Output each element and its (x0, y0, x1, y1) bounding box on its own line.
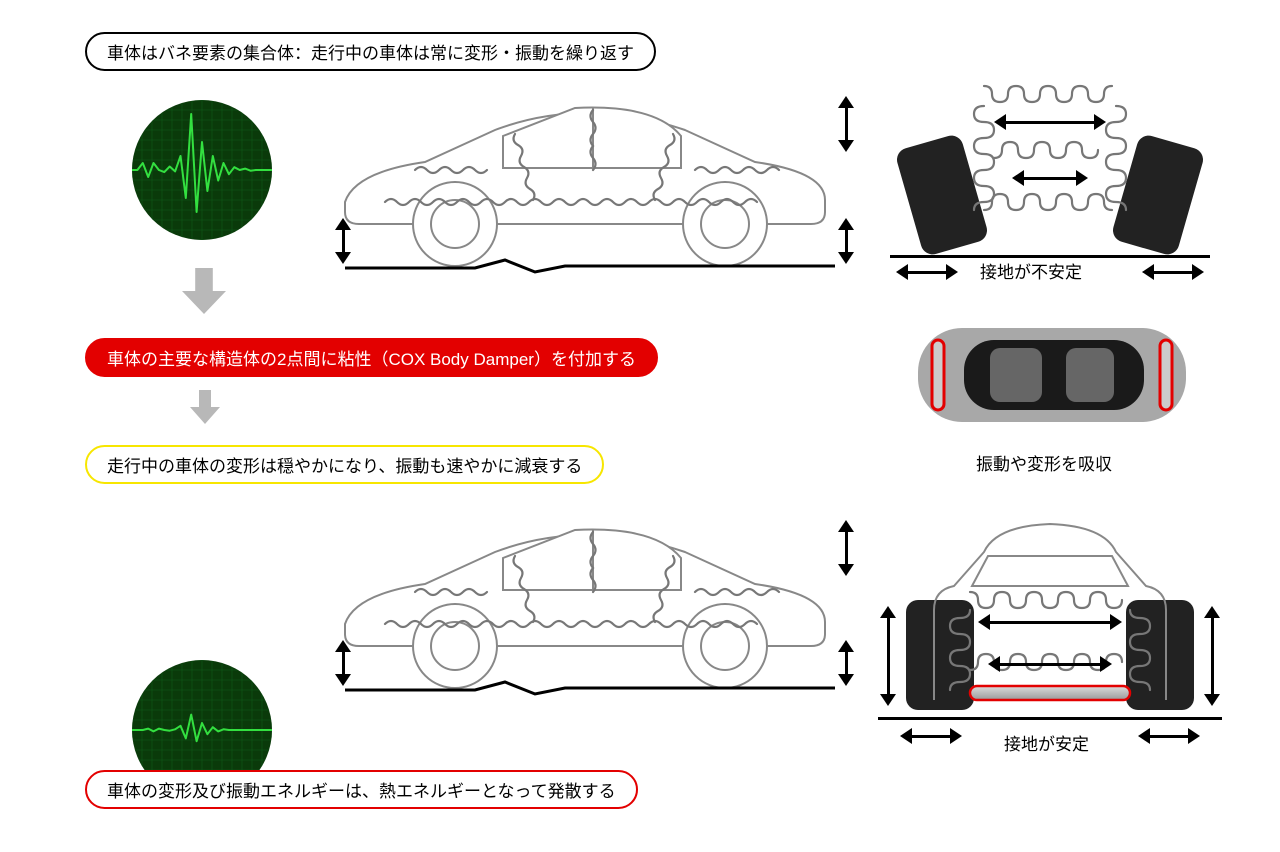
updown-arrow (335, 218, 351, 264)
updown-arrow (838, 520, 854, 576)
label-stable: 接地が安定 (1004, 730, 1089, 755)
caption-pill-3: 走行中の車体の変形は穏やかになり、振動も速やかに減衰する (85, 445, 604, 484)
updown-arrow (838, 96, 854, 152)
label-unstable: 接地が不安定 (980, 258, 1082, 283)
label-absorb: 振動や変形を吸収 (976, 450, 1112, 475)
oscilloscope-before (132, 100, 272, 240)
car-side-after (325, 504, 845, 704)
flow-arrow-down-icon (182, 268, 226, 314)
caption-pill-1: 車体はバネ要素の集合体：走行中の車体は常に変形・振動を繰り返す (85, 32, 656, 71)
car-front-unstable (890, 50, 1210, 276)
car-top-view (912, 310, 1192, 440)
caption-pill-2: 車体の主要な構造体の2点間に粘性（COX Body Damper）を付加する (85, 338, 658, 377)
caption-pill-4: 車体の変形及び振動エネルギーは、熱エネルギーとなって発散する (85, 770, 638, 809)
updown-arrow (838, 640, 854, 686)
flow-arrow-down-icon (190, 390, 220, 424)
updown-arrow (838, 218, 854, 264)
car-front-stable (878, 490, 1222, 750)
car-side-before (325, 82, 845, 282)
updown-arrow (335, 640, 351, 686)
